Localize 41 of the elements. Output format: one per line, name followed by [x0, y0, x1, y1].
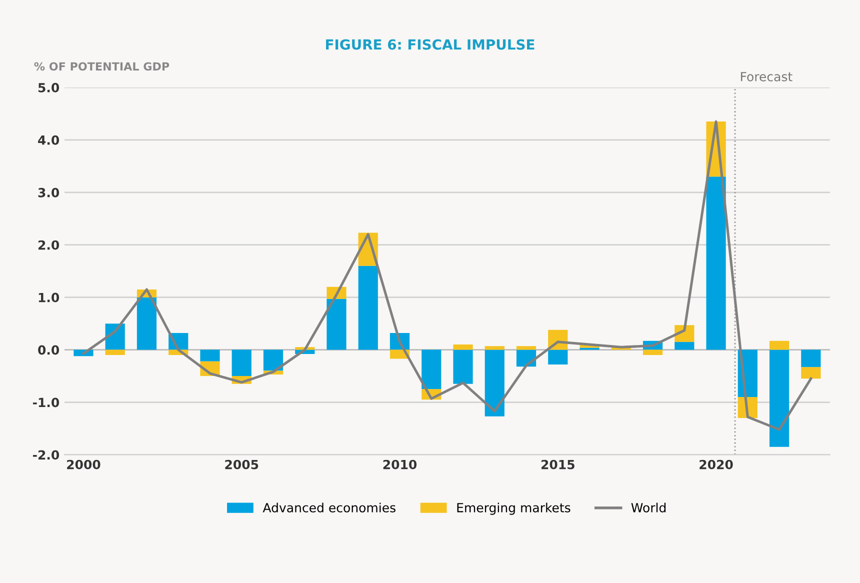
bar — [453, 350, 473, 384]
bar — [642, 350, 663, 356]
bar — [105, 350, 125, 356]
legend-label: Emerging markets — [457, 502, 570, 515]
bar — [358, 266, 378, 350]
bar — [263, 350, 284, 371]
bar — [801, 350, 821, 368]
ref-line-label: Forecast — [740, 72, 792, 82]
x-tick-label: 2015 — [541, 460, 574, 470]
x-tick-label: 2020 — [700, 460, 733, 470]
bar — [232, 350, 252, 376]
x-tick-label: 2000 — [67, 460, 100, 470]
y-tick-label: -1.0 — [32, 398, 60, 408]
bar — [453, 344, 473, 350]
y-tick-label: 2.0 — [38, 240, 60, 250]
bar — [769, 350, 790, 447]
y-tick-label: 4.0 — [38, 135, 60, 145]
y-tick-label: 3.0 — [38, 188, 60, 198]
line-series — [82, 120, 812, 431]
y-tick-label: -2.0 — [32, 450, 60, 460]
bar — [326, 298, 346, 350]
y-tick-label: 1.0 — [38, 292, 60, 302]
y-tick-label: 0.0 — [38, 345, 60, 355]
legend-label: World — [631, 502, 666, 512]
bar — [422, 350, 442, 390]
x-tick-label: 2010 — [383, 460, 417, 470]
bar — [484, 350, 504, 416]
legend-label: Advanced economies — [262, 502, 396, 512]
bar — [484, 346, 504, 350]
bar — [801, 367, 821, 379]
bar — [674, 342, 694, 350]
y-axis-title: % OF POTENTIAL GDP — [34, 62, 170, 71]
chart-title: FIGURE 6: FISCAL IMPULSE — [326, 39, 534, 50]
bar — [548, 350, 568, 364]
bar — [136, 297, 157, 350]
bar — [769, 340, 790, 350]
y-tick-label: 5.0 — [38, 82, 60, 92]
bar — [706, 176, 726, 350]
bar — [200, 350, 220, 362]
bar — [516, 346, 536, 350]
x-tick-label: 2005 — [225, 460, 258, 470]
